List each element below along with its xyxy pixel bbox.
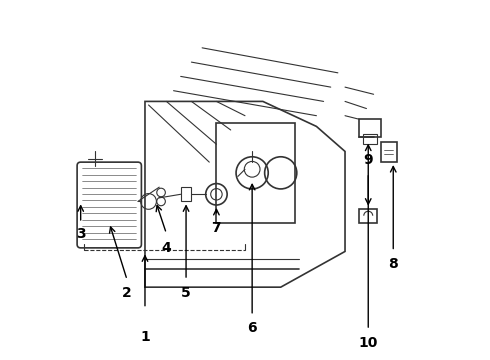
Text: 10: 10: [359, 336, 378, 350]
Text: 3: 3: [76, 226, 85, 240]
Text: 4: 4: [162, 241, 172, 255]
Bar: [359, 208, 377, 223]
Text: 1: 1: [140, 330, 150, 344]
Bar: [181, 187, 192, 202]
Text: 5: 5: [181, 285, 191, 300]
Bar: [359, 119, 381, 137]
Bar: [363, 134, 377, 144]
Text: 8: 8: [389, 257, 398, 271]
Text: 6: 6: [247, 321, 257, 335]
Bar: [381, 143, 397, 162]
Text: 2: 2: [122, 285, 132, 300]
Text: 9: 9: [364, 153, 373, 167]
Text: 7: 7: [212, 221, 221, 235]
